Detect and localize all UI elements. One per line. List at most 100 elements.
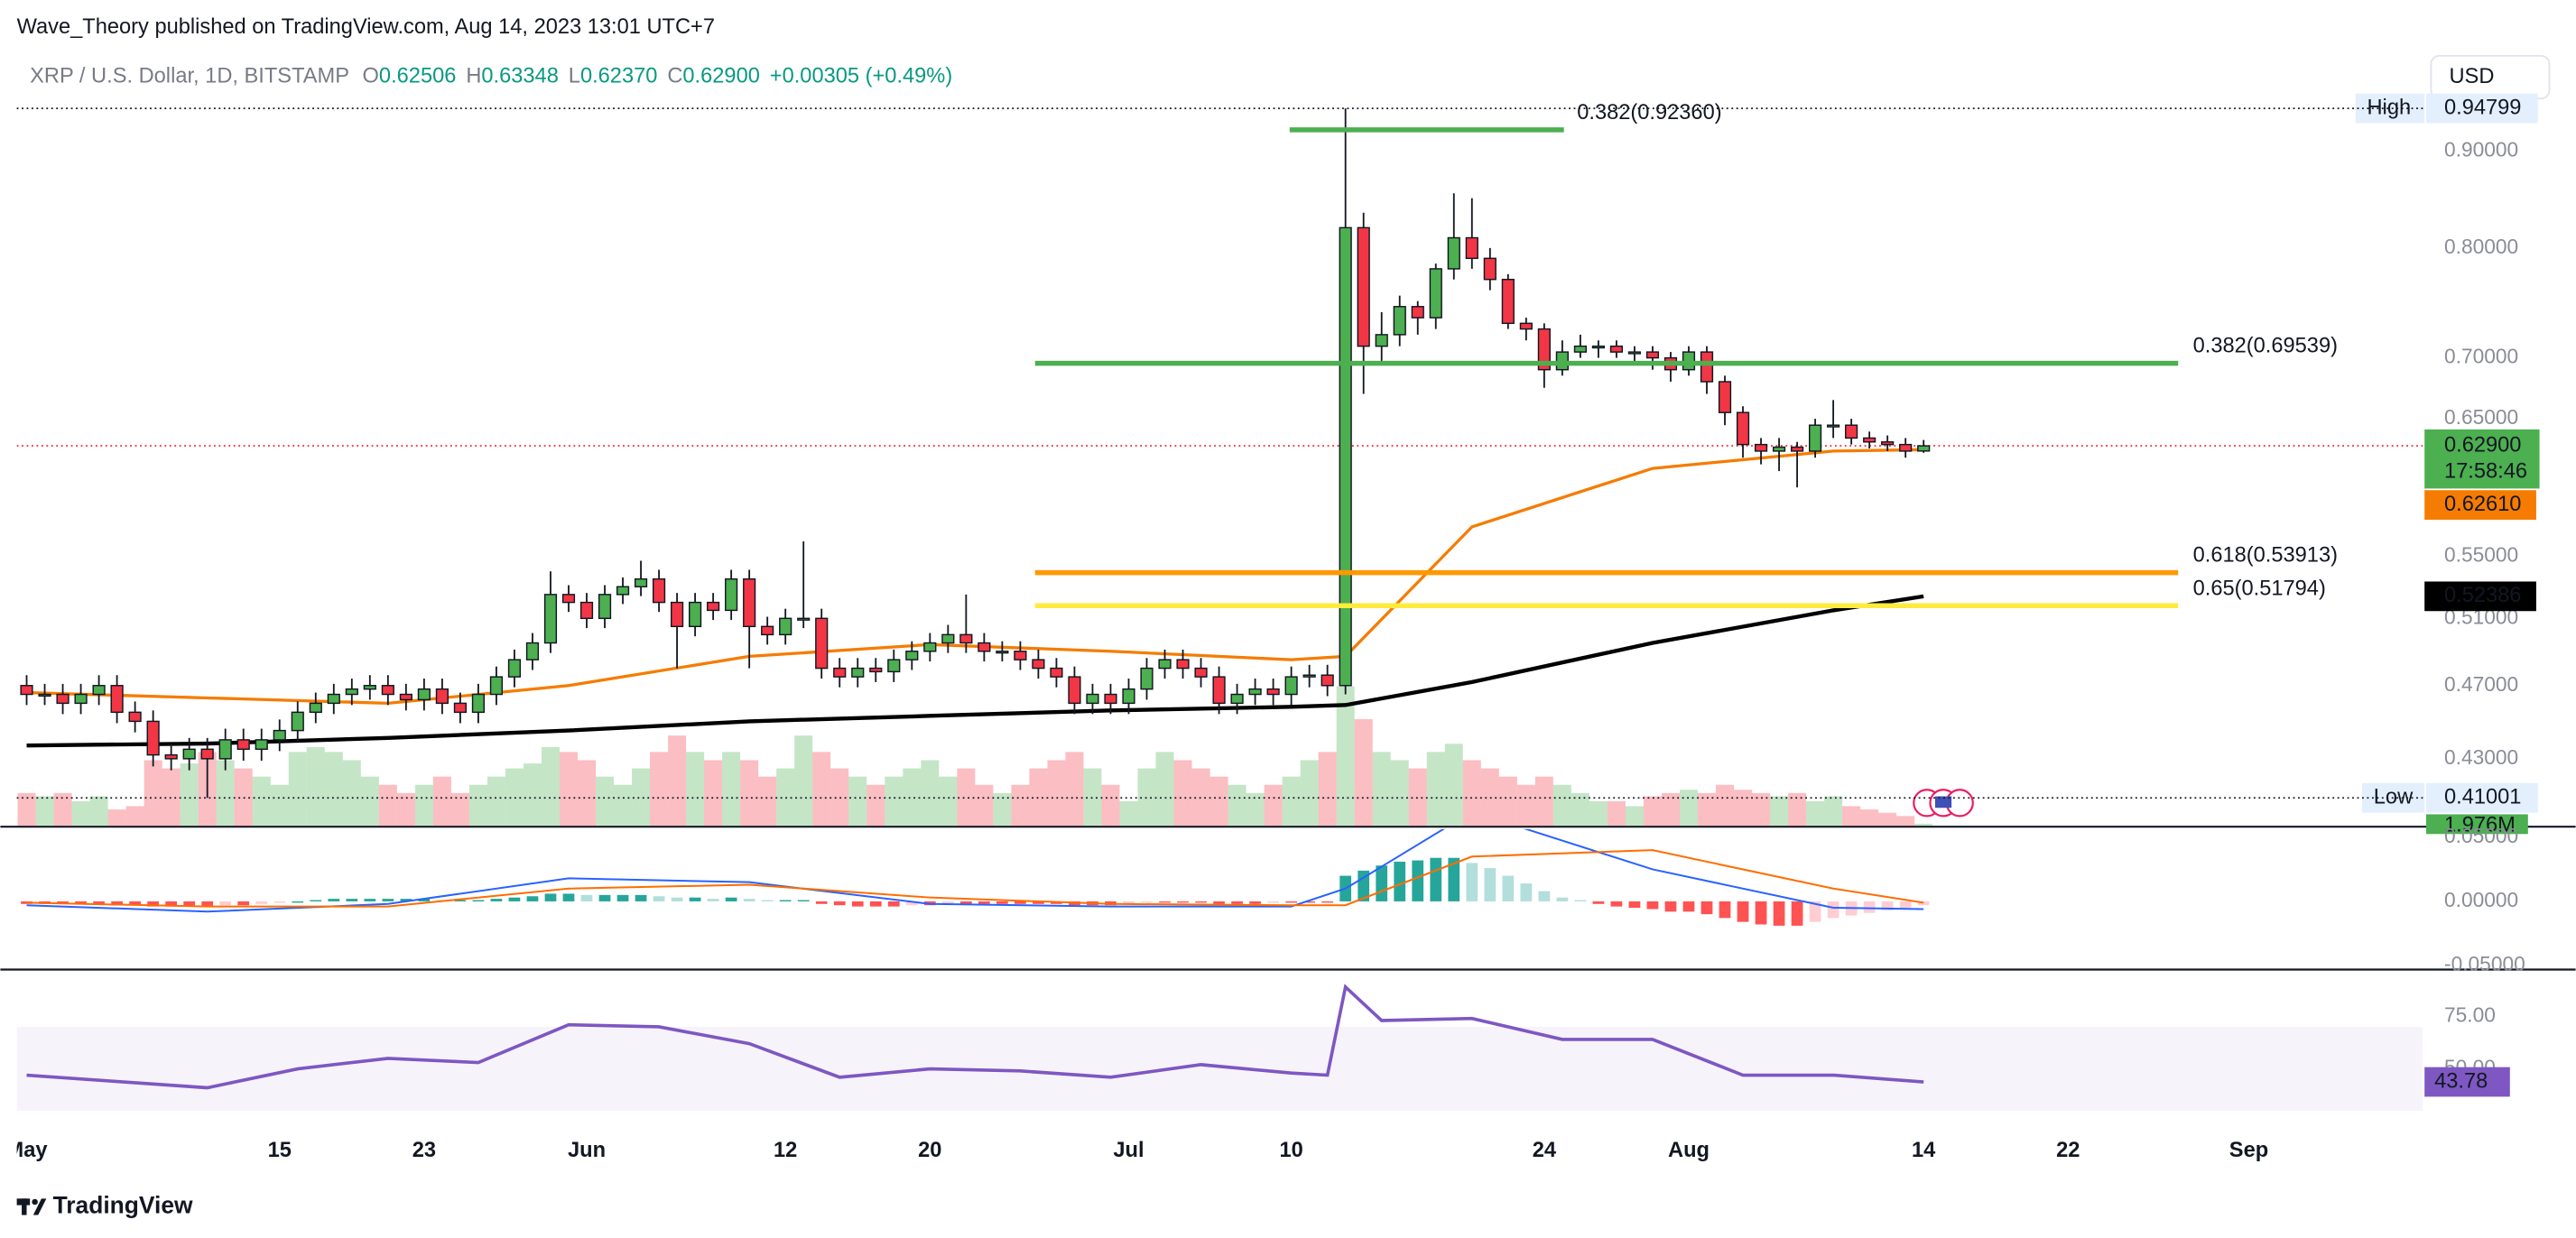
volume-bar — [632, 768, 651, 827]
volume-bar — [1065, 752, 1084, 827]
candle-body — [1194, 667, 1208, 678]
volume-bar — [1643, 796, 1662, 827]
candle-body — [1917, 445, 1931, 452]
candle-body — [1339, 226, 1352, 687]
candle-body — [1014, 651, 1027, 661]
volume-bar — [975, 784, 994, 827]
volume-bar — [1716, 784, 1735, 827]
macd-macd-line — [26, 828, 1924, 913]
macd-histogram-bar — [346, 899, 358, 901]
rsi-line — [26, 984, 1924, 1090]
volume-bar — [1318, 752, 1337, 827]
candle-body — [255, 739, 268, 751]
volume-bar — [686, 752, 705, 827]
currency[interactable]: USD — [2449, 65, 2494, 88]
candle-body — [1140, 667, 1154, 690]
candle-body — [1050, 667, 1063, 678]
candle-body — [743, 577, 756, 628]
y-tick-label: 0.43000 — [2444, 745, 2518, 769]
fib-label: 0.382(0.69539) — [2193, 335, 2338, 358]
volume-bar — [1119, 800, 1138, 827]
candle-body — [579, 601, 594, 620]
macd-histogram-bar — [978, 901, 990, 904]
macd-histogram-bar — [418, 899, 431, 901]
low-value-tag — [2426, 782, 2538, 813]
rsi-pane — [16, 984, 2423, 1112]
macd-histogram-bar — [707, 899, 719, 901]
x-tick-label: Sep — [2229, 1139, 2268, 1162]
volume-bar — [1824, 796, 1843, 827]
macd-histogram-bar — [1448, 857, 1460, 901]
candle-body — [1447, 236, 1460, 270]
ohlc-key: L — [569, 65, 580, 88]
volume-bar — [125, 806, 144, 827]
macd-histogram-bar — [1123, 901, 1135, 904]
volume-bar — [414, 784, 433, 827]
volume-bar — [866, 784, 885, 827]
volume-bar — [1878, 812, 1897, 827]
x-tick-label: 12 — [774, 1139, 797, 1162]
candle-body — [1483, 257, 1496, 281]
candle-body — [634, 577, 648, 587]
volume-bar — [1770, 796, 1789, 827]
volume-bar — [993, 792, 1012, 827]
macd-histogram-bar — [1430, 857, 1442, 901]
candle-body — [182, 748, 196, 760]
volume-bar — [71, 800, 90, 827]
ohlc-value: 0.62370 — [580, 65, 657, 88]
volume-bar — [252, 776, 271, 827]
volume-last: 1.976M — [2444, 813, 2516, 836]
candle-body — [1393, 306, 1406, 336]
macd-histogram-bar — [1466, 863, 1478, 901]
candle-body — [652, 577, 666, 604]
volume-bar — [1661, 792, 1680, 827]
candle-body — [417, 688, 431, 701]
candle-body — [1790, 446, 1804, 452]
candle-body — [1827, 424, 1840, 428]
macd-histogram-bar — [508, 897, 521, 901]
candle-body — [453, 702, 468, 714]
price-axis: 0.900000.800000.700000.650000.550000.510… — [2355, 93, 2540, 1097]
candle-body — [779, 617, 792, 636]
x-tick-label: 24 — [1533, 1139, 1557, 1162]
macd-histogram-bar — [1484, 868, 1496, 901]
macd-histogram-bar — [1737, 901, 1749, 922]
volume-bar — [957, 768, 976, 827]
volume-bar — [1534, 776, 1553, 827]
candle-body — [20, 685, 33, 696]
candle-body — [815, 617, 829, 670]
volume-bar — [1552, 784, 1571, 827]
x-tick-label: 15 — [268, 1139, 292, 1162]
candle-body — [689, 601, 702, 628]
x-tick-label: 10 — [1279, 1139, 1302, 1162]
volume-bar — [342, 760, 361, 827]
volume-bar — [921, 760, 940, 827]
volume-bar — [722, 752, 741, 827]
macd-histogram-bar — [653, 896, 665, 901]
macd-histogram-bar — [1899, 901, 1912, 909]
candle-body — [200, 748, 214, 760]
candle-body — [1320, 674, 1334, 687]
volume-bar — [1101, 784, 1120, 827]
macd-histogram-bar — [1015, 901, 1026, 904]
macd-histogram-bar — [1773, 901, 1785, 926]
candle-body — [218, 739, 232, 760]
volume-bar — [830, 768, 849, 827]
candle-body — [1519, 322, 1533, 330]
macd-histogram-bar — [1033, 901, 1044, 904]
volume-bar — [396, 792, 415, 827]
candle-body — [1537, 328, 1551, 371]
candle-body — [598, 594, 612, 620]
macd-histogram-bar — [1719, 901, 1731, 919]
candle-body — [1176, 659, 1190, 670]
candle-body — [996, 651, 1009, 654]
candle-body — [905, 651, 919, 661]
macd-histogram-bar — [1646, 901, 1659, 910]
candle-body — [164, 753, 178, 760]
candle-body — [1104, 693, 1117, 705]
volume-bar — [704, 760, 723, 827]
macd-histogram-bar — [273, 901, 286, 903]
macd-histogram-bar — [905, 901, 918, 906]
